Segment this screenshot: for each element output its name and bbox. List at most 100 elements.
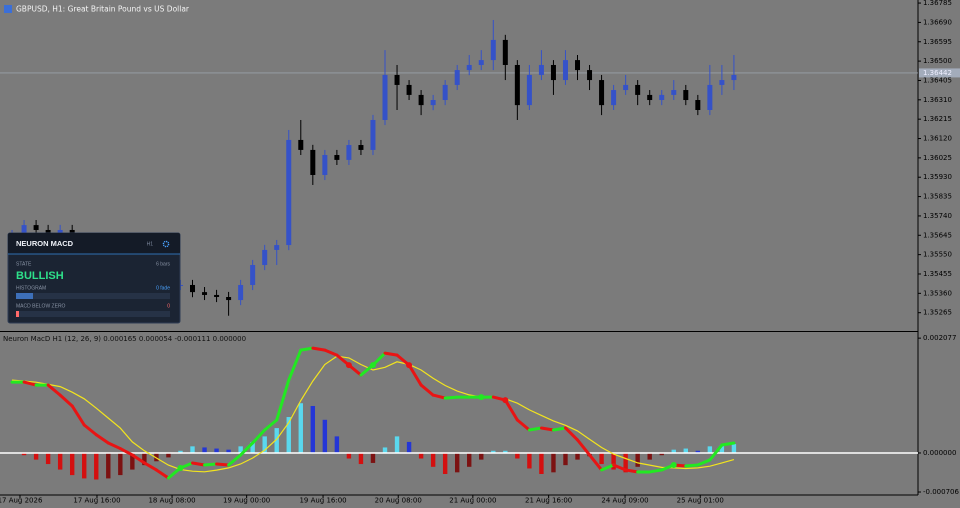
macd-line-segment bbox=[215, 462, 231, 467]
candle-body bbox=[310, 149, 316, 175]
candle-body bbox=[21, 225, 27, 236]
histogram-bar bbox=[322, 419, 328, 453]
candle-body bbox=[719, 80, 725, 85]
histogram-bar bbox=[515, 452, 520, 459]
macd-line-segment bbox=[431, 393, 447, 400]
candle-body bbox=[599, 80, 605, 106]
current-price-label: 1.36442 bbox=[923, 69, 952, 77]
candle-body bbox=[334, 155, 340, 160]
histogram-bar bbox=[358, 452, 364, 465]
candle-body bbox=[262, 249, 268, 266]
macd-line-segment bbox=[118, 447, 134, 457]
candle-body bbox=[226, 297, 232, 301]
x-tick-label: 19 Aug 00:00 bbox=[223, 497, 270, 505]
candle-body bbox=[466, 64, 472, 71]
histogram-bar bbox=[142, 452, 147, 466]
histogram-bar bbox=[382, 447, 388, 453]
macd-line-segment bbox=[624, 468, 640, 474]
histogram-bar bbox=[575, 452, 580, 460]
histogram-track bbox=[16, 293, 170, 299]
y-tick-label: 1.35265 bbox=[923, 309, 952, 317]
candle-body bbox=[346, 145, 352, 160]
x-tick-label: 25 Aug 01:00 bbox=[677, 497, 724, 505]
y-tick-label: 1.36595 bbox=[923, 38, 952, 46]
macd-pane: 17 Aug 2026 17 Aug 16:00 18 Aug 08:00 19 Au… bbox=[0, 334, 959, 505]
histogram-bar bbox=[274, 428, 279, 453]
below-zero-count: 0 bbox=[167, 303, 170, 309]
cross-dot bbox=[369, 362, 376, 369]
histogram-bar bbox=[551, 452, 556, 473]
histogram-bar bbox=[154, 452, 159, 462]
indicator-title: Neuron MacD H1 (12, 26, 9) 0.000165 0.00… bbox=[3, 335, 246, 343]
histogram-bar bbox=[250, 441, 255, 453]
candle-body bbox=[635, 84, 641, 95]
histogram-bar bbox=[647, 452, 652, 460]
macd-line-segment bbox=[684, 463, 700, 468]
histogram-bar bbox=[719, 445, 725, 453]
macd-line-segment bbox=[287, 348, 303, 382]
histogram-bar bbox=[671, 449, 676, 453]
histogram-bar bbox=[310, 405, 316, 453]
macd-line-segment bbox=[58, 393, 74, 408]
candle-body bbox=[659, 94, 665, 101]
candle-body bbox=[202, 292, 208, 295]
macd-line-segment bbox=[515, 418, 531, 432]
candle-body bbox=[286, 139, 292, 246]
candle-body bbox=[298, 139, 304, 150]
cross-dot bbox=[502, 397, 509, 404]
candle-body bbox=[490, 39, 496, 61]
histogram-bar bbox=[226, 449, 231, 453]
state-value: BULLISH bbox=[16, 270, 64, 282]
histogram-label: HISTOGRAM bbox=[16, 285, 46, 291]
histogram-bar bbox=[346, 452, 352, 459]
candle-body bbox=[683, 90, 689, 101]
price-pane: 1.36785 1.36690 1.36595 1.36500 1.36405 1.363… bbox=[0, 0, 960, 317]
histogram-bar bbox=[166, 452, 171, 458]
y-tick-label: 1.35550 bbox=[923, 251, 952, 259]
histogram-bar bbox=[611, 452, 616, 470]
macd-line-segment bbox=[527, 426, 543, 432]
candle-body bbox=[370, 119, 376, 150]
macd-line-segment bbox=[648, 468, 664, 474]
macd-line-segment bbox=[82, 423, 98, 437]
candle-body bbox=[394, 74, 400, 85]
macd-line-segment bbox=[539, 426, 555, 432]
histogram-bar bbox=[527, 452, 532, 469]
histogram-bar bbox=[94, 452, 99, 480]
candle-body bbox=[478, 60, 484, 65]
macd-line-segment bbox=[551, 426, 567, 432]
histogram-bar bbox=[262, 436, 267, 453]
macd-line-segment bbox=[588, 453, 604, 472]
y-tick-label: 1.36025 bbox=[923, 154, 952, 162]
candle-body bbox=[190, 284, 196, 293]
candle-body bbox=[575, 60, 581, 71]
y-tick-label: 1.35455 bbox=[923, 270, 952, 278]
candle-body bbox=[238, 284, 244, 301]
macd-line-segment bbox=[299, 346, 315, 352]
macd-line-segment bbox=[708, 443, 724, 462]
histogram-bar bbox=[130, 452, 135, 470]
candle-body bbox=[587, 70, 593, 81]
candle-body bbox=[647, 94, 653, 101]
candle-body bbox=[671, 90, 677, 95]
histogram-bar bbox=[45, 452, 51, 465]
histogram-bar bbox=[563, 452, 568, 466]
settings-icon[interactable] bbox=[162, 240, 170, 248]
macd-line-segment bbox=[70, 404, 86, 427]
y-tick-label: 1.36405 bbox=[923, 76, 952, 84]
histogram-bar bbox=[479, 452, 484, 460]
macd-line-segment bbox=[154, 468, 170, 480]
candle-body bbox=[695, 100, 701, 110]
below-zero-track bbox=[16, 311, 170, 317]
histogram-bar bbox=[406, 441, 412, 453]
histogram-bar bbox=[106, 452, 111, 479]
histogram-bar bbox=[454, 452, 460, 473]
histogram-bar bbox=[731, 444, 737, 453]
histogram-bar bbox=[190, 446, 195, 453]
macd-line-segment bbox=[612, 463, 628, 472]
macd-line-segment bbox=[22, 380, 38, 387]
candle-body bbox=[274, 245, 280, 250]
cross-dot bbox=[406, 362, 413, 369]
candle-body bbox=[514, 64, 520, 106]
